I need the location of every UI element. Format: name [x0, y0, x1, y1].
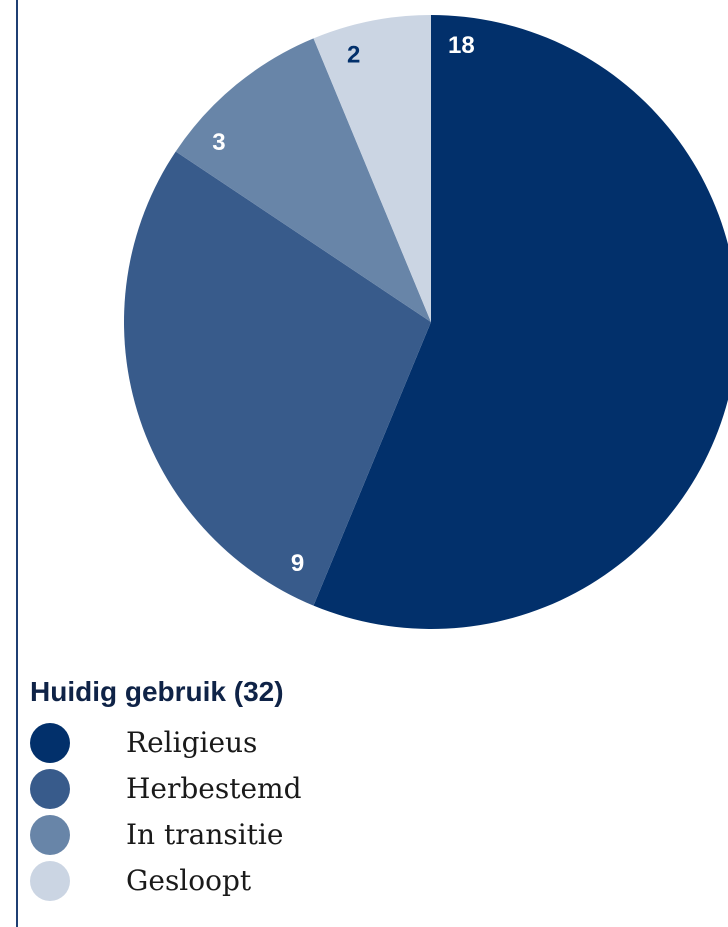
legend-item-herbestemd: Herbestemd [30, 766, 710, 812]
legend-item-religieus: Religieus [30, 720, 710, 766]
pie-slice-gesloopt [313, 15, 431, 322]
legend-label-herbestemd: Herbestemd [126, 772, 302, 805]
legend-item-in-transitie: In transitie [30, 812, 710, 858]
legend-swatch-herbestemd [30, 769, 70, 809]
legend-label-gesloopt: Gesloopt [126, 864, 252, 897]
legend-swatch-gesloopt [30, 861, 70, 901]
legend-swatch-religieus [30, 723, 70, 763]
legend-swatch-in-transitie [30, 815, 70, 855]
pie-data-label-in-transitie: 3 [212, 129, 225, 156]
legend-label-religieus: Religieus [126, 726, 258, 759]
pie-slice-religieus [313, 15, 728, 629]
legend-label-in-transitie: In transitie [126, 818, 284, 851]
pie-data-label-religieus: 18 [448, 32, 475, 59]
pie-chart: 18 9 3 2 [123, 15, 728, 629]
pie-slice-herbestemd [123, 151, 431, 606]
legend-title: Huidig gebruik (32) [30, 676, 284, 707]
pie-slice-in-transitie [175, 38, 431, 322]
chart-legend: Huidig gebruik (32) Religieus Herbestemd… [30, 672, 710, 904]
legend-item-gesloopt: Gesloopt [30, 858, 710, 904]
left-border-rule [16, 0, 18, 927]
pie-data-label-herbestemd: 9 [291, 550, 304, 577]
pie-data-label-gesloopt: 2 [347, 41, 360, 68]
